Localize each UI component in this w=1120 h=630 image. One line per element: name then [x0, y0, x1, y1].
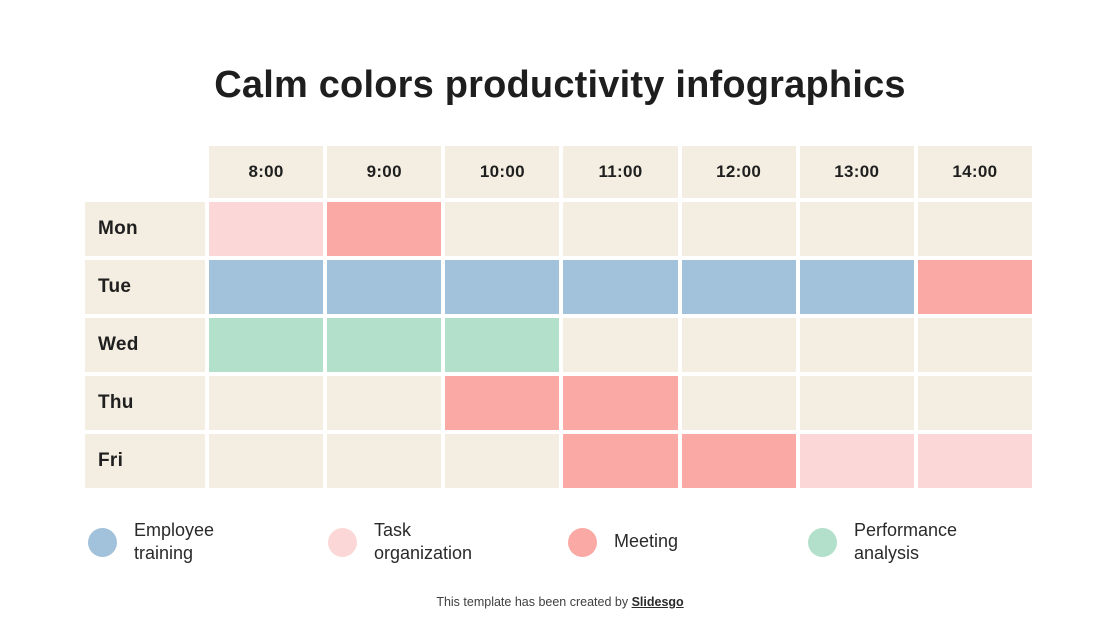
legend-item-task_organization: Task organization — [328, 519, 568, 565]
slot-tue-13:00 — [799, 260, 914, 314]
slot-tue-9:00 — [327, 260, 442, 314]
day-label-thu: Thu — [85, 376, 205, 430]
slot-mon-8:00 — [209, 202, 324, 256]
schedule-grid: 8:00 9:00 10:00 11:00 12:00 13:00 14:00 Mon Tue W… — [85, 146, 1032, 488]
slot-fri-12:00 — [681, 434, 796, 488]
page-title: Calm colors productivity infographics — [214, 64, 906, 106]
time-header-8:00: 8:00 — [209, 146, 324, 198]
legend-label-employee_training: Employee training — [134, 519, 215, 563]
time-header-14:00: 14:00 — [917, 146, 1032, 198]
slot-thu-12:00 — [681, 376, 796, 430]
slot-fri-9:00 — [327, 434, 442, 488]
legend-label-task_organization: Task organization — [374, 519, 473, 563]
day-label-wed: Wed — [85, 318, 205, 372]
time-header-13:00: 13:00 — [799, 146, 914, 198]
slot-mon-9:00 — [327, 202, 442, 256]
slot-tue-10:00 — [445, 260, 560, 314]
slot-fri-11:00 — [563, 434, 678, 488]
slot-fri-10:00 — [445, 434, 560, 488]
slot-tue-14:00 — [917, 260, 1032, 314]
slot-thu-11:00 — [563, 376, 678, 430]
slot-tue-8:00 — [209, 260, 324, 314]
slot-tue-11:00 — [563, 260, 678, 314]
slot-mon-12:00 — [681, 202, 796, 256]
legend-item-employee_training: Employee training — [88, 519, 328, 565]
day-label-fri: Fri — [85, 434, 205, 488]
time-header-12:00: 12:00 — [681, 146, 796, 198]
slot-wed-14:00 — [917, 318, 1032, 372]
slot-wed-8:00 — [209, 318, 324, 372]
legend-item-meeting: Meeting — [568, 527, 808, 557]
slot-thu-14:00 — [917, 376, 1032, 430]
slot-wed-9:00 — [327, 318, 442, 372]
slot-wed-11:00 — [563, 318, 678, 372]
slot-thu-8:00 — [209, 376, 324, 430]
slot-mon-13:00 — [799, 202, 914, 256]
slot-tue-12:00 — [681, 260, 796, 314]
slot-thu-9:00 — [327, 376, 442, 430]
legend: Employee training Task organization Meetin… — [88, 514, 1048, 570]
slot-mon-10:00 — [445, 202, 560, 256]
legend-item-performance_analysis: Performance analysis — [808, 519, 1048, 565]
slot-wed-13:00 — [799, 318, 914, 372]
slot-fri-13:00 — [799, 434, 914, 488]
slot-fri-8:00 — [209, 434, 324, 488]
legend-dot-performance_analysis — [808, 527, 837, 557]
slot-wed-10:00 — [445, 318, 560, 372]
slot-fri-14:00 — [917, 434, 1032, 488]
legend-label-performance_analysis: Performance analysis — [854, 519, 958, 563]
slot-mon-11:00 — [563, 202, 678, 256]
footer-text: This template has been created by — [436, 595, 632, 609]
time-header-10:00: 10:00 — [445, 146, 560, 198]
legend-dot-meeting — [568, 527, 597, 557]
corner-cell — [85, 146, 205, 198]
footer-brand-link[interactable]: Slidesgo — [631, 595, 684, 609]
slot-mon-14:00 — [917, 202, 1032, 256]
day-label-tue: Tue — [85, 260, 205, 314]
legend-label-meeting: Meeting — [614, 531, 679, 552]
time-header-11:00: 11:00 — [563, 146, 678, 198]
slot-thu-13:00 — [799, 376, 914, 430]
footer-credit: This template has been created by Slides… — [0, 595, 1120, 609]
slot-thu-10:00 — [445, 376, 560, 430]
legend-dot-task_organization — [328, 527, 357, 557]
slot-wed-12:00 — [681, 318, 796, 372]
legend-dot-employee_training — [88, 527, 117, 557]
day-label-mon: Mon — [85, 202, 205, 256]
time-header-9:00: 9:00 — [327, 146, 442, 198]
